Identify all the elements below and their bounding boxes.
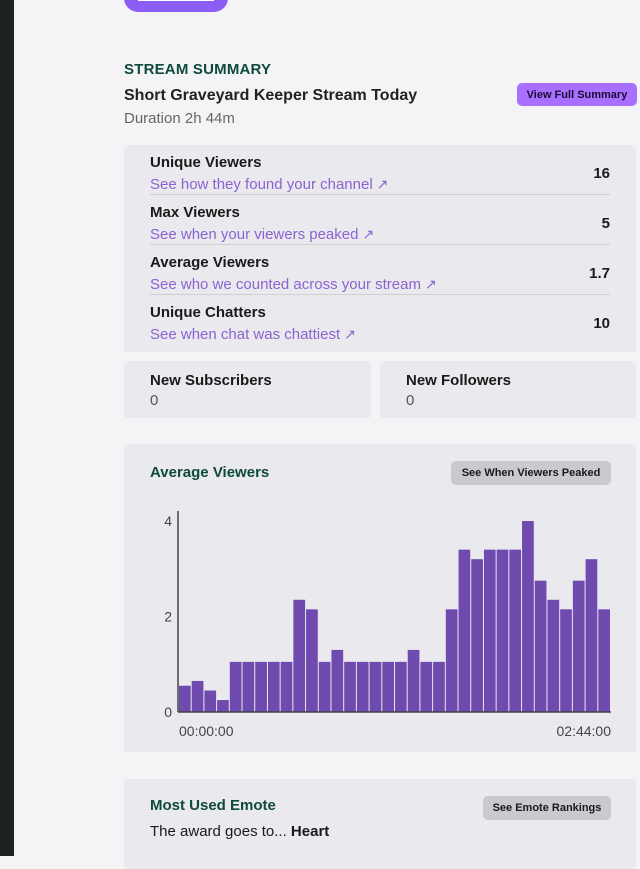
- chart-y-tick-label: 4: [164, 513, 172, 529]
- chart-bar: [191, 680, 204, 712]
- emote-name: Heart: [290, 823, 330, 840]
- new-subscribers-card: New Subscribers 0: [124, 361, 371, 418]
- stream-title: Short Graveyard Keeper Stream Today: [124, 87, 418, 104]
- stat-value: 10: [593, 315, 610, 332]
- chart-y-tick-label: 2: [164, 609, 172, 625]
- stat-divider: [150, 294, 610, 295]
- brand-logo: [124, 0, 228, 12]
- chart-bar: [458, 549, 471, 712]
- average-viewers-chart: 0 2 4 00:00:00 02:44:00: [164, 511, 612, 739]
- new-followers-value: 0: [406, 392, 415, 409]
- new-followers-label: New Followers: [406, 372, 512, 389]
- chart-bar: [280, 661, 293, 712]
- stat-value: 1.7: [589, 265, 610, 282]
- external-arrow-icon: ↗: [362, 226, 375, 242]
- stat-unique-viewers: Unique Viewers See how they found your c…: [150, 145, 636, 195]
- chart-bar: [267, 661, 280, 712]
- stat-value: 5: [601, 215, 610, 232]
- stat-label: Max Viewers: [150, 204, 240, 221]
- stat-divider: [150, 244, 610, 245]
- chart-bar: [560, 609, 572, 712]
- chart-bar: [369, 661, 382, 712]
- chart-bar: [229, 661, 242, 712]
- chart-bar: [356, 661, 369, 712]
- chart-bar: [407, 649, 420, 712]
- chart-bar: [483, 549, 496, 712]
- see-emote-rankings-button[interactable]: See Emote Rankings: [483, 796, 611, 820]
- chart-bar: [306, 609, 318, 712]
- most-used-emote-card: Most Used Emote See Emote Rankings The a…: [124, 779, 636, 869]
- stat-link-text: See when chat was chattiest: [150, 326, 341, 343]
- average-viewers-heading: Average Viewers: [150, 464, 270, 481]
- chart-bar: [382, 661, 394, 712]
- stat-link-text: See how they found your channel: [150, 176, 373, 193]
- external-arrow-icon: ↗: [424, 276, 437, 292]
- chart-bar: [433, 661, 445, 712]
- emote-award-prefix: The award goes to...: [150, 823, 287, 840]
- chart-y-tick-label: 0: [164, 704, 172, 720]
- stat-link-text: See who we counted across your stream: [150, 276, 421, 293]
- chart-bar: [509, 549, 522, 712]
- stat-label: Average Viewers: [150, 254, 270, 271]
- stat-label: Unique Viewers: [150, 154, 262, 171]
- chart-bar: [420, 661, 433, 712]
- stat-link-average-viewers[interactable]: See who we counted across your stream ↗: [150, 276, 437, 293]
- chart-bar: [547, 599, 560, 712]
- chart-x-tick-label: 02:44:00: [557, 723, 612, 739]
- chart-bar: [534, 580, 547, 712]
- chart-x-tick-label: 00:00:00: [179, 723, 234, 739]
- stat-divider: [150, 194, 610, 195]
- chart-bar: [395, 661, 407, 712]
- external-arrow-icon: ↗: [376, 176, 389, 192]
- chart-bar: [331, 649, 344, 712]
- chart-bar: [293, 599, 306, 712]
- new-subscribers-value: 0: [150, 392, 159, 409]
- chart-bar: [255, 661, 267, 712]
- chart-bar: [522, 521, 534, 712]
- chart-bar: [572, 580, 585, 712]
- chart-bar: [471, 559, 483, 712]
- stat-link-text: See when your viewers peaked: [150, 226, 359, 243]
- stat-label: Unique Chatters: [150, 304, 266, 321]
- view-full-summary-button[interactable]: View Full Summary: [517, 83, 637, 106]
- chart-bar: [204, 690, 217, 712]
- section-title: STREAM SUMMARY: [124, 61, 272, 78]
- chart-bar: [496, 549, 509, 712]
- left-edge-bar: [0, 0, 14, 856]
- chart-bar: [598, 609, 610, 712]
- stat-average-viewers: Average Viewers See who we counted acros…: [150, 245, 636, 295]
- stat-link-max-viewers[interactable]: See when your viewers peaked ↗: [150, 226, 374, 243]
- chart-bar: [445, 609, 458, 712]
- most-used-emote-heading: Most Used Emote: [150, 797, 276, 814]
- new-subscribers-label: New Subscribers: [150, 372, 272, 389]
- new-followers-card: New Followers 0: [380, 361, 636, 418]
- stat-max-viewers: Max Viewers See when your viewers peaked…: [150, 195, 636, 245]
- chart-bar: [344, 661, 356, 712]
- stat-link-unique-viewers[interactable]: See how they found your channel ↗: [150, 176, 388, 193]
- chart-bar: [179, 685, 191, 712]
- see-viewers-peaked-button[interactable]: See When Viewers Peaked: [451, 461, 611, 485]
- stats-card: Unique Viewers See how they found your c…: [124, 145, 636, 352]
- stat-value: 16: [593, 165, 610, 182]
- external-arrow-icon: ↗: [344, 326, 356, 342]
- chart-bar: [585, 559, 598, 712]
- chart-bar: [242, 661, 255, 712]
- average-viewers-card: Average Viewers See When Viewers Peaked …: [124, 444, 636, 752]
- emote-award-text: The award goes to... Heart: [150, 823, 329, 840]
- stat-unique-chatters: Unique Chatters See when chat was chatti…: [150, 295, 636, 345]
- chart-bar: [217, 700, 229, 712]
- stat-link-unique-chatters[interactable]: See when chat was chattiest ↗: [150, 326, 356, 343]
- stream-duration: Duration 2h 44m: [124, 110, 235, 127]
- chart-bar: [318, 661, 331, 712]
